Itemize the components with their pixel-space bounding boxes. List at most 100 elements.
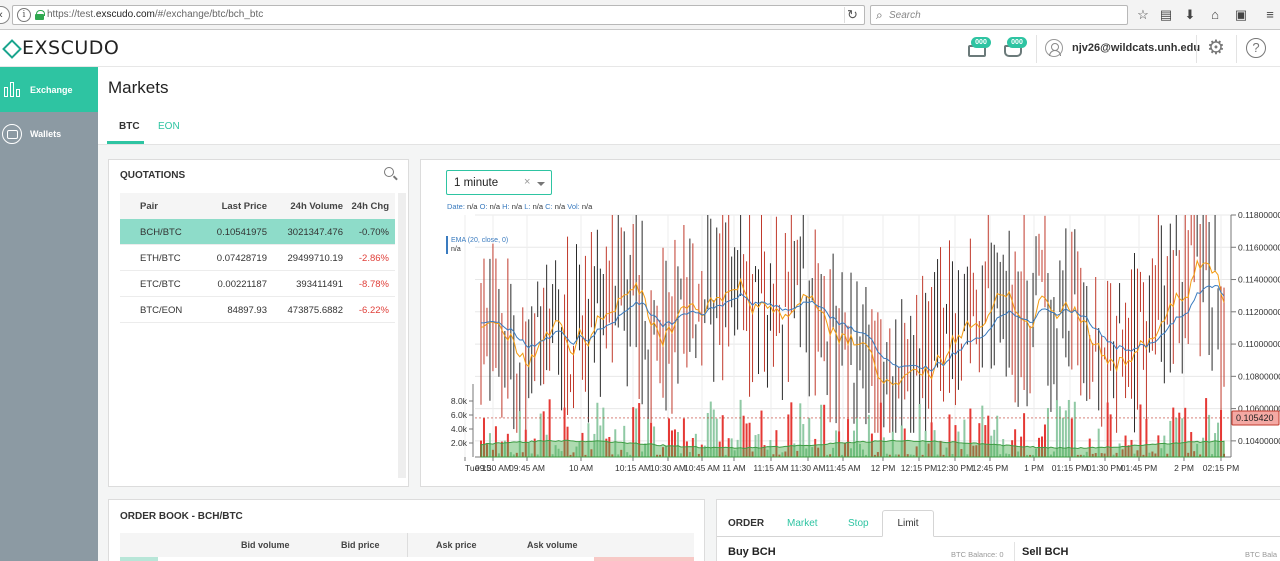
url-bar[interactable]: i https://test.exscudo.com/#/exchange/bt… — [12, 5, 865, 25]
user-menu[interactable]: njv26@wildcats.unh.edu — [1045, 39, 1200, 57]
menu-icon[interactable]: ≡ — [1266, 7, 1274, 22]
table-row[interactable]: BTC/EON 84897.93 473875.6882 -6.22% — [120, 297, 395, 323]
settings-gear-icon[interactable]: ⚙ — [1207, 37, 1225, 59]
volume-bar — [927, 443, 930, 457]
help-icon[interactable]: ? — [1246, 38, 1266, 58]
volume-bar — [715, 418, 718, 457]
column-header-volume[interactable]: 24h Volume — [290, 201, 343, 212]
change-cell: -6.22% — [358, 305, 389, 316]
volume-bar — [572, 452, 575, 457]
table-row[interactable]: BCH/BTC 0.10541975 3021347.476 -0.70% — [120, 219, 395, 245]
volume-bar — [1014, 429, 1017, 457]
volume-bar — [1187, 452, 1190, 457]
volume-bar — [593, 433, 596, 457]
volume-bar — [778, 454, 781, 457]
quotations-table: Pair Last Price 24h Volume 24h Chg BCH/B… — [120, 193, 395, 323]
volume-bar — [948, 414, 951, 457]
price-chart[interactable]: 0.11800000 0.11600000 0.11400000 0.11200000… — [421, 160, 1280, 487]
quotations-panel: QUOTATIONS Pair Last Price 24h Volume 24… — [108, 159, 409, 487]
column-header-last-price[interactable]: Last Price — [221, 201, 267, 212]
volume-bar — [981, 405, 984, 457]
tab-market[interactable]: Market — [787, 518, 818, 529]
volume-bar — [954, 425, 957, 457]
tab-eon[interactable]: EON — [158, 121, 180, 132]
volume-bar — [850, 448, 853, 457]
scrollbar[interactable] — [398, 193, 406, 478]
volume-bar — [584, 454, 587, 457]
volume-bar — [653, 426, 656, 457]
avatar-icon — [1045, 39, 1063, 57]
time-tick-label: 1 PM — [1024, 463, 1044, 473]
sidebar-item-wallets[interactable]: Wallets — [0, 111, 98, 156]
alerts-notification[interactable]: 000 — [1002, 35, 1028, 61]
reading-list-icon[interactable]: ▤ — [1159, 7, 1173, 22]
volume-bar — [676, 432, 679, 457]
volume-bar — [554, 445, 557, 457]
exscudo-logo[interactable]: EXSCUDO — [2, 37, 119, 59]
chevron-down-icon[interactable] — [537, 182, 545, 186]
volume-bar — [641, 451, 644, 457]
volume-bar — [894, 454, 897, 457]
search-icon[interactable] — [384, 167, 398, 181]
time-tick-label: 01:15 PM — [1052, 463, 1088, 473]
column-header-pair[interactable]: Pair — [140, 201, 158, 212]
column-header-change[interactable]: 24h Chg — [351, 201, 389, 212]
volume-bar — [739, 399, 742, 457]
volume-bar — [957, 431, 960, 457]
tab-limit[interactable]: Limit — [882, 510, 934, 537]
bookmark-star-icon[interactable]: ☆ — [1137, 7, 1149, 22]
home-icon[interactable]: ⌂ — [1211, 7, 1219, 22]
back-button[interactable]: ‹ — [0, 6, 10, 24]
reload-icon[interactable]: ↻ — [844, 7, 860, 23]
volume-bar — [608, 436, 611, 457]
browser-search-input[interactable]: ⌕ Search — [870, 5, 1128, 25]
volume-bar — [1076, 454, 1079, 457]
time-tick-label: 02:15 PM — [1203, 463, 1239, 473]
order-book-header: Bid volume Bid price Ask price Ask volum… — [120, 533, 694, 557]
volume-bar — [563, 407, 566, 457]
volume-bar — [1043, 424, 1046, 457]
time-tick-label: 11:30 AM — [790, 463, 825, 473]
time-tick-label: 10:15 AM — [615, 463, 651, 473]
volume-bar — [703, 445, 706, 457]
volume-bar — [909, 454, 912, 457]
volume-bar — [1070, 418, 1073, 457]
search-placeholder: Search — [889, 10, 921, 21]
buy-balance: BTC Balance: 0 — [951, 550, 1004, 559]
volume-bar — [763, 445, 766, 457]
volume-bar — [679, 453, 682, 457]
last-price-label: 0.105420 — [1236, 413, 1274, 423]
volume-bar — [793, 443, 796, 457]
clear-icon[interactable]: × — [524, 176, 531, 188]
volume-bar — [688, 452, 691, 457]
interval-select[interactable]: 1 minute × — [446, 170, 552, 195]
volume-bar — [1026, 454, 1029, 457]
volume-bar — [891, 431, 894, 457]
volume-bar — [1094, 453, 1097, 457]
volume-bar — [733, 450, 736, 457]
messages-notification[interactable]: 000 — [966, 35, 992, 61]
volume-bar — [515, 452, 518, 457]
table-row[interactable]: ETH/BTC 0.07428719 29499710.19 -2.86% — [120, 245, 395, 271]
volume-bar — [829, 454, 832, 457]
volume-bar — [500, 441, 503, 457]
volume-bar — [569, 454, 572, 457]
volume-bar — [545, 434, 548, 457]
tab-btc[interactable]: BTC — [119, 121, 140, 132]
table-row[interactable]: ETC/BTC 0.00221187 393411491 -8.78% — [120, 271, 395, 297]
volume-bar — [1100, 453, 1103, 457]
volume-bar — [647, 418, 650, 457]
download-icon[interactable]: ⬇ — [1184, 7, 1196, 22]
volume-bar — [987, 415, 990, 457]
volume-bar — [978, 423, 981, 457]
time-tick-label: 10:30 AM — [650, 463, 686, 473]
volume-bar — [990, 435, 993, 457]
volume-bar — [494, 426, 497, 457]
volume-bar — [1046, 407, 1049, 457]
extension-icon[interactable]: ▣ — [1234, 7, 1248, 22]
volume-bar — [876, 452, 879, 457]
volume-bar — [488, 433, 491, 457]
site-info-icon[interactable]: i — [17, 8, 31, 22]
tab-stop[interactable]: Stop — [848, 518, 869, 529]
sidebar-item-exchange[interactable]: Exchange — [0, 67, 98, 112]
